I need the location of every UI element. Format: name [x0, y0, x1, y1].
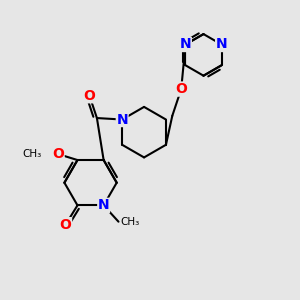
- Text: O: O: [175, 82, 187, 96]
- Text: O: O: [60, 218, 71, 232]
- Text: CH₃: CH₃: [120, 217, 139, 227]
- Text: CH₃: CH₃: [22, 149, 42, 159]
- Text: O: O: [52, 147, 64, 161]
- Text: O: O: [83, 89, 95, 103]
- Text: N: N: [98, 198, 109, 212]
- Text: N: N: [116, 112, 128, 127]
- Text: N: N: [216, 38, 227, 52]
- Text: N: N: [180, 38, 191, 52]
